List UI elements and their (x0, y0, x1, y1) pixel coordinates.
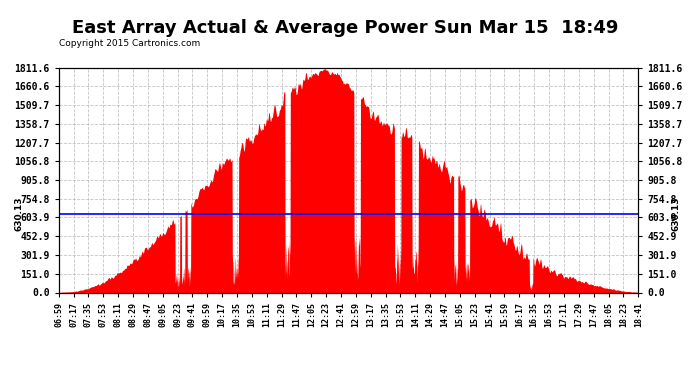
Text: 630.13: 630.13 (14, 197, 23, 231)
Text: East Array Actual & Average Power Sun Mar 15  18:49: East Array Actual & Average Power Sun Ma… (72, 19, 618, 37)
Text: 630.13: 630.13 (671, 197, 680, 231)
Text: Copyright 2015 Cartronics.com: Copyright 2015 Cartronics.com (59, 39, 200, 48)
